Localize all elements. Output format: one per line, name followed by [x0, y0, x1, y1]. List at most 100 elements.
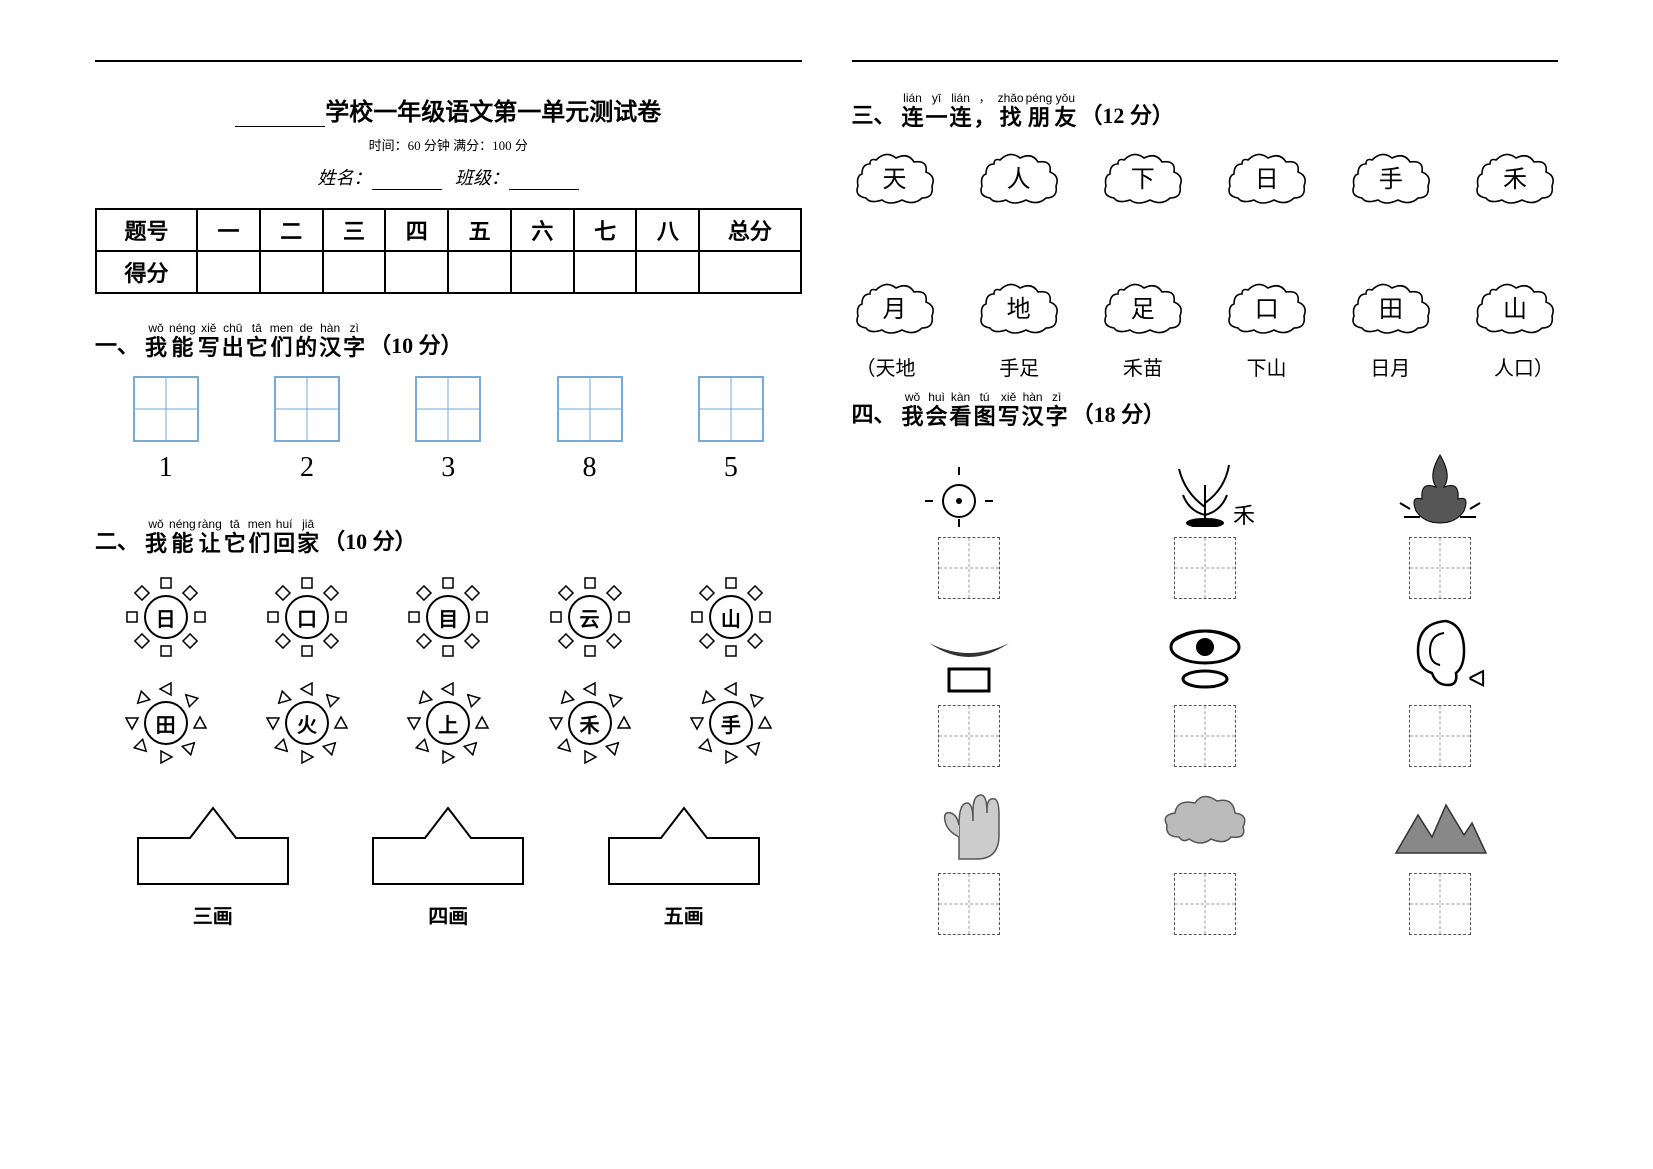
score-cell — [323, 251, 386, 293]
score-cell — [511, 251, 574, 293]
score-cell — [448, 251, 511, 293]
ruby-char: kàn看 — [950, 391, 972, 429]
grass-icon: 禾 — [1155, 445, 1255, 527]
cloud-chip: 下 — [1100, 146, 1186, 206]
writing-box-item: 5 — [698, 376, 764, 484]
score-cell — [636, 251, 699, 293]
section-3-answers: （天地手足禾苗下山日月人口） — [852, 352, 1559, 381]
score-cell — [197, 251, 260, 293]
section-1-head: 一、wǒ我néng能xiě写chū出tā它men们de的hàn汉zì字（10 分… — [95, 322, 802, 360]
score-col-head: 七 — [574, 209, 637, 251]
svg-text:禾: 禾 — [1233, 503, 1255, 527]
answer-word: （天地 — [856, 352, 916, 381]
cloud-chip: 天 — [852, 146, 938, 206]
writing-box-label: 8 — [583, 452, 597, 484]
arrow-row: 三画四画五画 — [95, 798, 802, 929]
section-4-row: ᐊ — [852, 613, 1559, 767]
picture-sun — [889, 445, 1049, 599]
left-column: 学校一年级语文第一单元测试卷 时间：60 分钟 满分：100 分 姓名： 班级：… — [70, 60, 827, 1129]
ruby-char: huì会 — [926, 391, 948, 429]
score-value-row: 得分 — [96, 251, 801, 293]
score-cell — [385, 251, 448, 293]
ruby-char: men们 — [248, 518, 271, 556]
ruby-char: wǒ我 — [902, 391, 924, 429]
picture-grass: 禾 — [1125, 445, 1285, 599]
picture-mountain — [1360, 781, 1520, 935]
section-4-row: 禾 — [852, 445, 1559, 599]
section-prefix: 三、 — [852, 98, 896, 130]
cloud-chip: 田 — [1348, 276, 1434, 336]
hand-icon — [919, 781, 1019, 863]
stroke-count-bin: 五画 — [599, 798, 769, 929]
ruby-char: xiě写 — [198, 322, 220, 360]
score-col-head: 二 — [260, 209, 323, 251]
ruby-char: néng能 — [169, 322, 196, 360]
answer-word: 人口） — [1494, 352, 1554, 381]
ruby-char: péng朋 — [1026, 92, 1053, 130]
stroke-count-bin: 三画 — [128, 798, 298, 929]
right-column: 三、lián连yī一lián连，，zhǎo找péng朋yǒu友（12 分） 天人… — [827, 60, 1584, 1129]
ruby-char: hàn汉 — [319, 322, 341, 360]
picture-eye — [1125, 613, 1285, 767]
picture-cloud — [1125, 781, 1285, 935]
answer-box — [1409, 705, 1471, 767]
sun-token: 火 — [262, 678, 352, 768]
cloud-row-bottom: 月地足口田山 — [852, 276, 1559, 336]
section-2-head: 二、wǒ我néng能ràng让tā它men们huí回jiā家（10 分） — [95, 518, 802, 556]
answer-word: 禾苗 — [1123, 352, 1163, 381]
ruby-char: lián连 — [902, 92, 924, 130]
section-1-boxes: 12385 — [95, 376, 802, 484]
answer-box — [938, 873, 1000, 935]
answer-box — [938, 705, 1000, 767]
top-rule — [95, 60, 802, 62]
worksheet-page: 学校一年级语文第一单元测试卷 时间：60 分钟 满分：100 分 姓名： 班级：… — [0, 0, 1653, 1169]
writing-box-item: 1 — [133, 376, 199, 484]
ruby-char: yī一 — [926, 92, 948, 130]
score-header-row: 题号一二三四五六七八总分 — [96, 209, 801, 251]
answer-word: 手足 — [999, 352, 1039, 381]
cloud-chip: 日 — [1224, 146, 1310, 206]
ruby-char: de的 — [295, 322, 317, 360]
cloud-row-top: 天人下日手禾 — [852, 146, 1559, 206]
section-prefix: 四、 — [852, 397, 896, 429]
writing-box — [133, 376, 199, 442]
writing-box — [557, 376, 623, 442]
score-col-head: 总分 — [699, 209, 800, 251]
sun-token: 口 — [262, 572, 352, 662]
answer-box — [1409, 537, 1471, 599]
ruby-char: huí回 — [273, 518, 295, 556]
score-col-head: 四 — [385, 209, 448, 251]
ruby-char: tā它 — [246, 322, 268, 360]
section-4-head: 四、wǒ我huì会kàn看tú图xiě写hàn汉zì字（18 分） — [852, 391, 1559, 429]
answer-box — [938, 537, 1000, 599]
ruby-char: wǒ我 — [145, 322, 167, 360]
eye-icon — [1155, 613, 1255, 695]
picture-mouth — [889, 613, 1049, 767]
section-3-head: 三、lián连yī一lián连，，zhǎo找péng朋yǒu友（12 分） — [852, 92, 1559, 130]
section-suffix: （10 分） — [369, 328, 463, 360]
cloud-chip: 月 — [852, 276, 938, 336]
score-cell — [260, 251, 323, 293]
score-col-head: 三 — [323, 209, 386, 251]
writing-box-label: 1 — [159, 452, 173, 484]
writing-box — [698, 376, 764, 442]
ear-icon: ᐊ — [1390, 613, 1490, 695]
fire-icon — [1390, 445, 1490, 527]
score-col-head: 五 — [448, 209, 511, 251]
section-prefix: 二、 — [95, 524, 139, 556]
ruby-char: néng能 — [169, 518, 196, 556]
ruby-char: xiě写 — [998, 391, 1020, 429]
section-suffix: （18 分） — [1072, 397, 1166, 429]
sun-token: 田 — [121, 678, 211, 768]
writing-box-label: 5 — [724, 452, 738, 484]
ruby-char: men们 — [270, 322, 293, 360]
ruby-char: hàn汉 — [1022, 391, 1044, 429]
name-class-line: 姓名： 班级： — [95, 164, 802, 190]
score-col-head: 六 — [511, 209, 574, 251]
subtitle: 时间：60 分钟 满分：100 分 — [95, 135, 802, 154]
svg-text:ᐊ: ᐊ — [1468, 667, 1486, 693]
sun-token: 山 — [686, 572, 776, 662]
cloud-chip: 手 — [1348, 146, 1434, 206]
cloud-chip: 人 — [976, 146, 1062, 206]
cloud-chip: 口 — [1224, 276, 1310, 336]
